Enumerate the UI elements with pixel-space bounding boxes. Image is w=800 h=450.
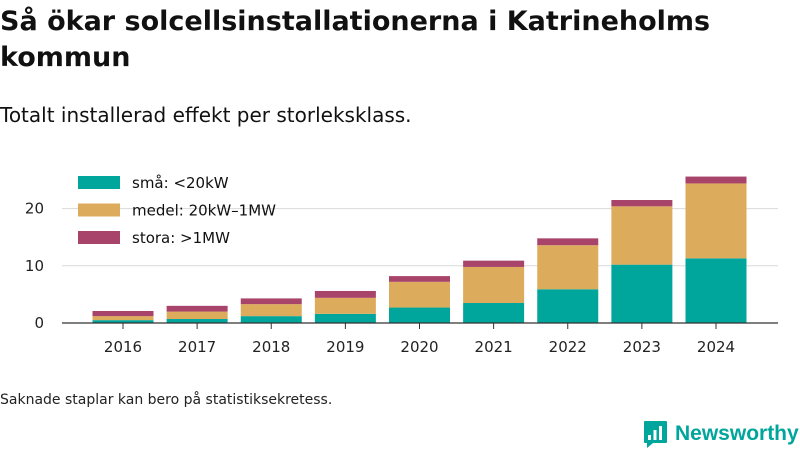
- bar-segment: [685, 183, 747, 259]
- x-tick-label: 2021: [475, 338, 513, 356]
- bar-segment: [240, 316, 302, 323]
- bar-segment: [537, 238, 599, 246]
- y-tick-label: 10: [25, 257, 44, 275]
- legend-swatch: [78, 176, 120, 189]
- brand-logo: Newsworthy: [643, 419, 799, 449]
- bar-segment: [537, 245, 599, 290]
- legend-label: stora: >1MW: [132, 229, 230, 247]
- x-tick-label: 2018: [252, 338, 290, 356]
- x-tick-label: 2017: [178, 338, 216, 356]
- x-tick-label: 2019: [326, 338, 364, 356]
- bar-segment: [685, 258, 747, 323]
- chart-title: Så ökar solcellsinstallationerna i Katri…: [0, 6, 711, 73]
- chart-subtitle: Totalt installerad effekt per storlekskl…: [0, 103, 412, 127]
- y-tick-label: 20: [25, 200, 44, 218]
- stacked-bar-chart: 0 10 20 2016 2017 2018 2019 2020 2021 2022 2023 202…: [25, 174, 778, 356]
- bar-segment: [389, 307, 450, 323]
- bar-segment: [314, 290, 376, 298]
- bar-segment: [611, 200, 673, 207]
- bar-segment: [314, 313, 376, 323]
- legend-label: medel: 20kW–1MW: [132, 202, 276, 220]
- bar-segment: [463, 260, 525, 267]
- x-tick-label: 2020: [400, 338, 438, 356]
- x-tick-label: 2022: [549, 338, 587, 356]
- bar-segment: [611, 264, 673, 323]
- bar-segment: [463, 266, 525, 303]
- bar-segment: [685, 176, 747, 184]
- brand-name: Newsworthy: [675, 422, 799, 445]
- legend-swatch: [78, 231, 120, 244]
- footnote: Saknade staplar kan bero på statistiksek…: [0, 392, 333, 408]
- legend-swatch: [78, 203, 120, 217]
- bar-segment: [166, 305, 228, 312]
- bar-segment: [166, 311, 228, 319]
- legend-label: små: <20kW: [132, 174, 229, 192]
- y-tick-label: 0: [34, 314, 44, 332]
- bar-segment: [463, 302, 525, 323]
- bar-segment: [314, 297, 376, 314]
- bar-segment: [240, 304, 302, 317]
- bar-segment: [92, 310, 154, 317]
- x-tick-label: 2016: [104, 338, 142, 356]
- x-tick-label: 2024: [697, 338, 735, 356]
- newsworthy-logo-icon: [644, 421, 667, 448]
- bar-segment: [240, 298, 302, 305]
- bar-segment: [166, 318, 228, 323]
- bar-segment: [537, 289, 599, 323]
- x-tick-label: 2023: [623, 338, 661, 356]
- bar-segment: [389, 281, 450, 308]
- bar-segment: [92, 316, 154, 321]
- bar-segment: [92, 320, 154, 323]
- bar-segment: [389, 276, 450, 282]
- bar-segment: [611, 206, 673, 265]
